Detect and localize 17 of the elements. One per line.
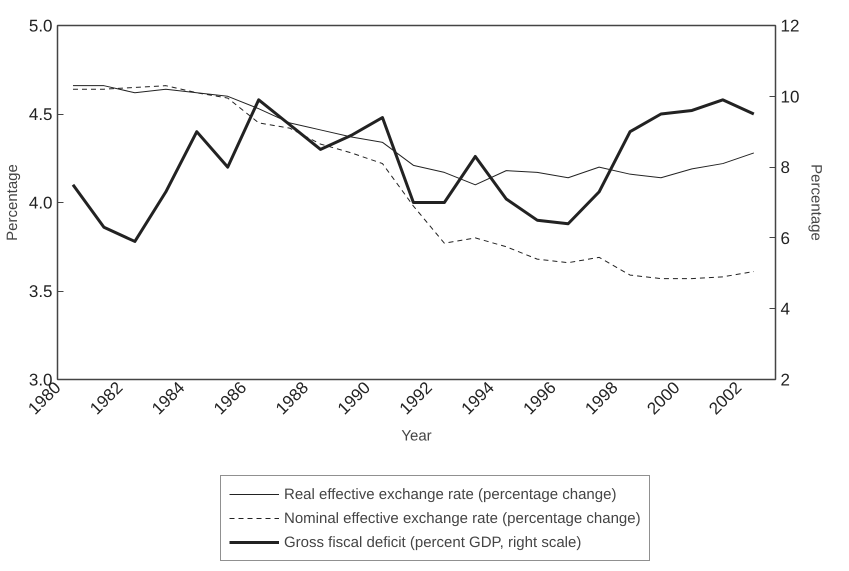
y2-tick-label: 12 (780, 16, 800, 36)
legend-label: Nominal effective exchange rate (percentage change) (284, 510, 641, 526)
y2-tick-label: 4 (780, 300, 790, 319)
y-tick-label: 5.0 (28, 16, 53, 36)
y-axis-title: Percentage (4, 164, 21, 241)
y2-tick-label: 8 (780, 158, 790, 178)
x-axis-title: Year (401, 428, 432, 445)
y-tick-label: 3.5 (28, 282, 53, 301)
y2-tick-label: 2 (780, 370, 790, 390)
line-series (72, 85, 754, 280)
y-tick-label: 4.5 (28, 105, 53, 124)
y2-tick-label: 10 (780, 87, 800, 106)
y-tick-label: 4.0 (28, 194, 53, 212)
legend-label: Gross fiscal deficit (percent GDP, right scale) (284, 534, 582, 550)
legend-label: Real effective exchange rate (percentage change) (284, 486, 616, 502)
y2-tick-label: 6 (780, 228, 790, 248)
y2-axis-title: Percentage (807, 164, 824, 241)
